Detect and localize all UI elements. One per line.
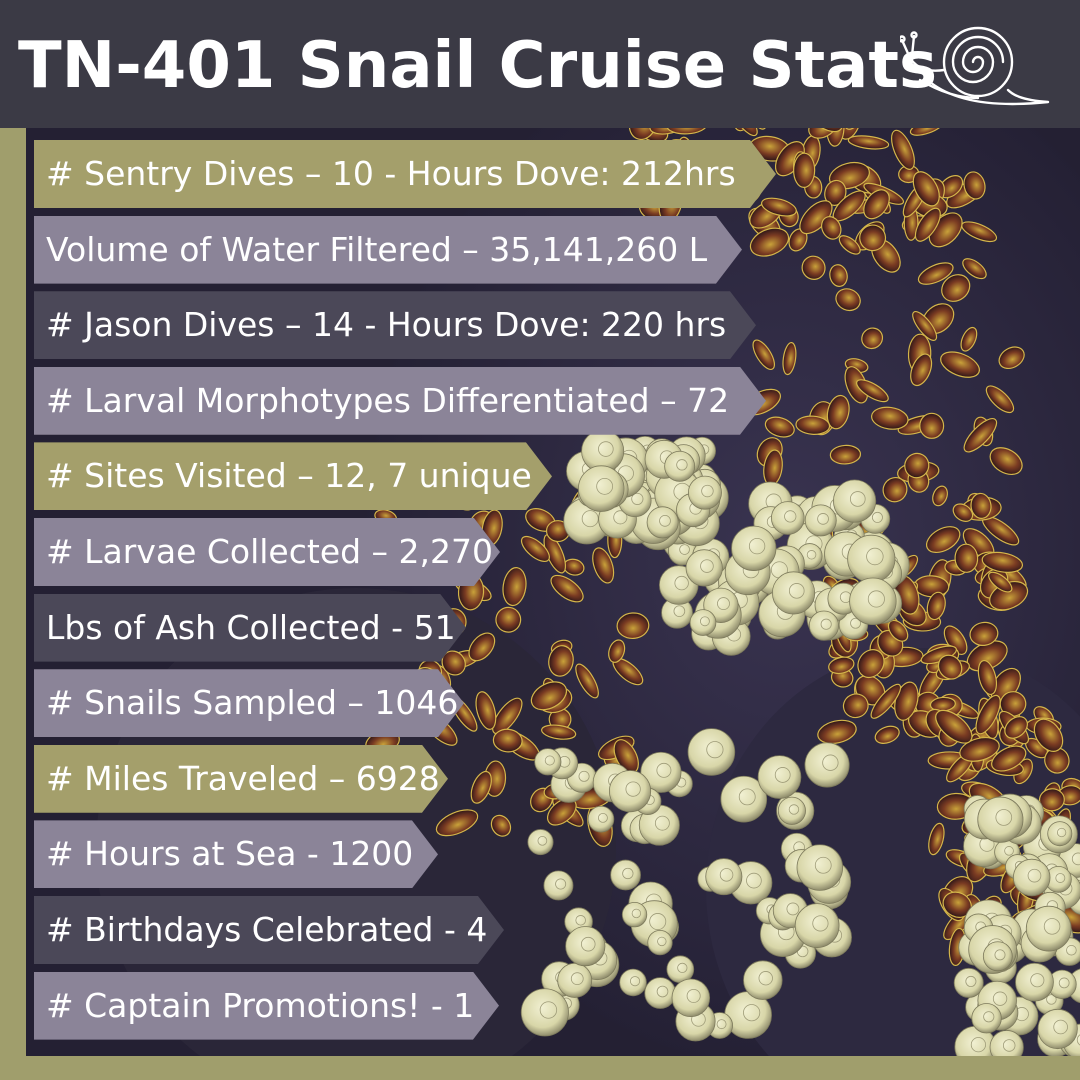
stat-label: # Captain Promotions! - 1: [46, 985, 475, 1025]
stat-banner: # Miles Traveled – 6928: [34, 745, 448, 813]
stat-banner: # Captain Promotions! - 1: [34, 972, 499, 1040]
stat-label: # Snails Sampled – 1046: [46, 683, 459, 723]
stat-banner: Lbs of Ash Collected - 51: [34, 594, 466, 662]
stat-label: # Birthdays Celebrated - 4: [46, 910, 488, 949]
stat-banner: # Larvae Collected – 2,270: [34, 518, 500, 586]
stat-banner: # Jason Dives – 14 - Hours Dove: 220 hrs: [34, 291, 756, 359]
stat-label: # Larval Morphotypes Differentiated – 72: [46, 380, 730, 420]
stat-banner: # Sites Visited – 12, 7 unique: [34, 442, 552, 510]
stat-label: Lbs of Ash Collected - 51: [46, 607, 456, 647]
stat-label: Volume of Water Filtered – 35,141,260 L: [46, 229, 708, 269]
stat-banner: # Birthdays Celebrated - 4: [34, 896, 504, 964]
stat-banner: # Sentry Dives – 10 - Hours Dove: 212hrs: [34, 140, 776, 208]
stat-label: # Miles Traveled – 6928: [46, 758, 440, 798]
page-title: TN-401 Snail Cruise Stats: [18, 29, 938, 103]
stat-banner: # Larval Morphotypes Differentiated – 72: [34, 367, 766, 435]
snail-icon: [898, 20, 1050, 112]
stat-label: # Jason Dives – 14 - Hours Dove: 220 hrs: [46, 305, 727, 345]
stat-banner: # Snails Sampled – 1046: [34, 669, 464, 737]
stat-label: # Sentry Dives – 10 - Hours Dove: 212hrs: [46, 154, 736, 193]
stat-label: # Sites Visited – 12, 7 unique: [46, 456, 532, 496]
header-bar: TN-401 Snail Cruise Stats: [0, 0, 1080, 128]
stat-label: # Larvae Collected – 2,270: [46, 532, 494, 571]
stat-banner: Volume of Water Filtered – 35,141,260 L: [34, 216, 742, 284]
stat-banner: # Hours at Sea - 1200: [34, 820, 438, 888]
stat-label: # Hours at Sea - 1200: [46, 834, 414, 874]
bottom-frame: [0, 1056, 1080, 1080]
